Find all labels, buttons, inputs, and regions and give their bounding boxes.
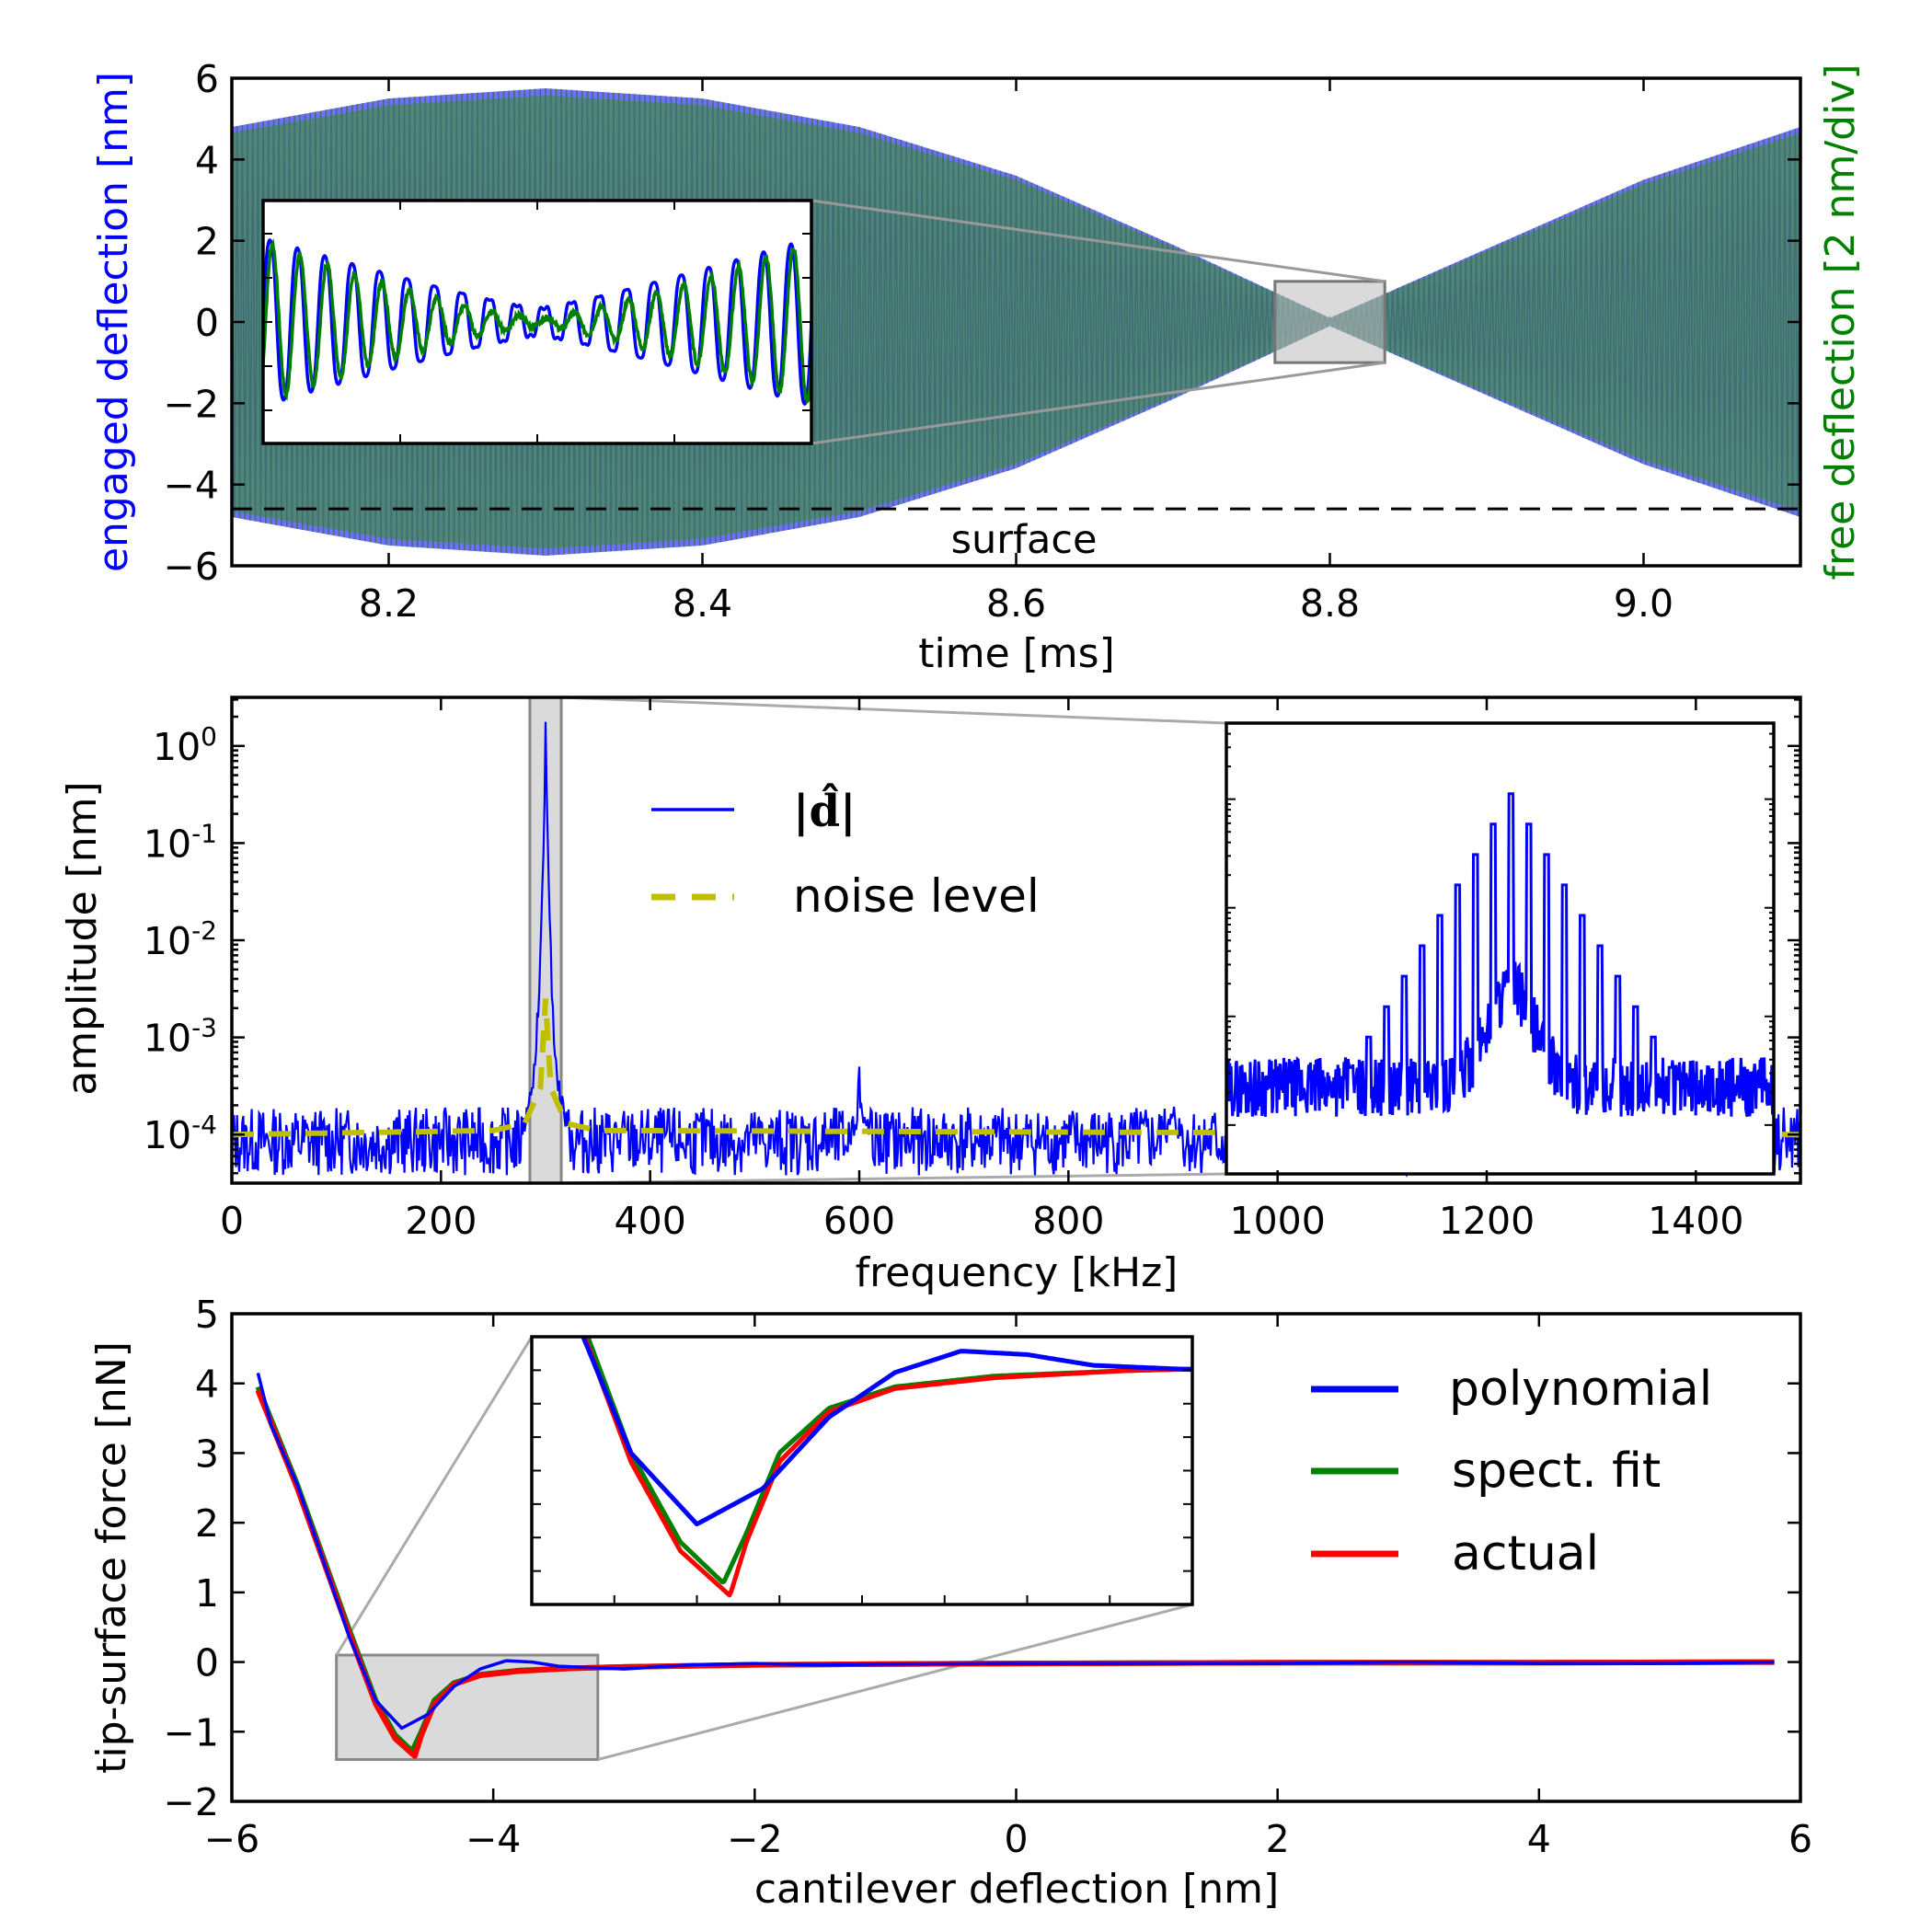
x-tick-label: 8.6 — [986, 581, 1046, 626]
inset-frame — [530, 1335, 1194, 1606]
legend-label-polynomial: polynomial — [1449, 1362, 1712, 1417]
inset-series-group — [581, 1337, 1192, 1598]
zoom-connector — [811, 361, 1386, 445]
x-tick-label: 200 — [405, 1199, 477, 1243]
zoom-connector — [560, 696, 1227, 725]
inset-spectrum-trace — [1226, 792, 1774, 1118]
axis-ticks — [230, 1312, 1802, 1803]
x-tick-label: 0 — [220, 1199, 244, 1243]
x-tick-label: 8.4 — [673, 581, 732, 626]
y-tick-labels: −6 −4 −2 0 2 4 6 — [164, 57, 219, 589]
y-tick-label: 100 — [153, 721, 217, 769]
y-tick-label: 5 — [195, 1293, 219, 1337]
y-tick-labels: 100 10-1 10-2 10-3 10-4 — [144, 721, 217, 1157]
y-tick-label: −2 — [164, 1780, 219, 1824]
inset-free-trace — [263, 237, 811, 405]
y-tick-label: 10-4 — [144, 1110, 217, 1157]
surface-label: surface — [951, 517, 1098, 563]
x-tick-label: 800 — [1032, 1199, 1104, 1243]
zoom-connector — [811, 199, 1386, 283]
y-tick-label: 10-2 — [144, 915, 217, 963]
x-axis-label: frequency [kHz] — [856, 1249, 1179, 1296]
x-tick-label: −4 — [466, 1817, 521, 1861]
series-polynomial-line — [256, 1372, 1775, 1731]
inset-frame — [1225, 721, 1776, 1176]
oscillation-lines — [232, 87, 1800, 556]
y-tick-label: 2 — [195, 1501, 219, 1546]
y-axis-label: tip-surface force [nN] — [88, 1341, 135, 1774]
zoom-connector — [597, 1603, 1193, 1762]
panel-time-trace: surface 8.2 8.4 8.6 8.8 9.0 −6 −4 −2 0 2 4 6 time … — [90, 57, 1864, 677]
inset-zoom-force — [530, 1335, 1194, 1606]
axis-ticks — [232, 76, 1800, 568]
y-tick-label: 10-3 — [144, 1013, 217, 1061]
y-axis-label-right: free deflection [2 nm/div] — [1817, 63, 1864, 580]
x-tick-label: 1200 — [1439, 1199, 1535, 1243]
y-tick-label: 3 — [195, 1432, 219, 1476]
x-axis-label: cantilever deflection [nm] — [754, 1866, 1279, 1913]
x-tick-labels: 8.2 8.4 8.6 8.8 9.0 — [359, 581, 1673, 626]
x-tick-label: −6 — [204, 1817, 259, 1861]
x-tick-label: 2 — [1266, 1817, 1290, 1861]
x-tick-label: −2 — [727, 1817, 782, 1861]
y-axis-label: amplitude [nm] — [59, 781, 106, 1095]
x-tick-label: 1400 — [1648, 1199, 1743, 1243]
panel-spectrum: |d̂| noise level 0 200 400 600 800 1000 1200 14… — [59, 696, 1802, 1296]
legend-label-actual: actual — [1452, 1526, 1599, 1581]
legend: polynomial spect. fit actual — [1311, 1362, 1712, 1581]
y-tick-label: 4 — [195, 1363, 219, 1407]
y-tick-label: −6 — [164, 545, 219, 589]
x-tick-label: 6 — [1788, 1817, 1812, 1861]
y-tick-label: −1 — [164, 1710, 219, 1754]
x-tick-label: 1000 — [1229, 1199, 1325, 1243]
inset-zoom-spectrum — [1225, 721, 1776, 1176]
y-tick-label: −4 — [164, 464, 219, 508]
y-tick-label: 10-1 — [144, 818, 217, 866]
axis-ticks — [230, 697, 1800, 1183]
legend-label-noise: noise level — [793, 869, 1040, 923]
x-tick-label: 0 — [1004, 1817, 1028, 1861]
x-tick-label: 9.0 — [1614, 581, 1673, 626]
x-tick-label: 600 — [823, 1199, 895, 1243]
y-tick-label: 0 — [195, 301, 219, 345]
x-tick-label: 8.8 — [1300, 581, 1360, 626]
zoom-connector — [335, 1336, 534, 1656]
y-tick-label: 6 — [195, 57, 219, 101]
legend-label-spectrum: |d̂| — [793, 782, 856, 837]
x-tick-label: 4 — [1527, 1817, 1551, 1861]
inset-series-polynomial-line — [581, 1337, 1192, 1526]
y-tick-label: 0 — [195, 1641, 219, 1685]
zoom-region-box — [1273, 280, 1386, 364]
legend-label-spect-fit: spect. fit — [1452, 1443, 1661, 1499]
x-tick-label: 400 — [615, 1199, 686, 1243]
x-tick-labels: 0 200 400 600 800 1000 1200 1400 — [220, 1199, 1744, 1243]
y-tick-label: 1 — [195, 1571, 219, 1616]
x-tick-labels: −6 −4 −2 0 2 4 6 — [204, 1817, 1812, 1861]
inset-frame — [261, 199, 813, 445]
legend: |d̂| noise level — [651, 782, 1040, 923]
inset-background — [532, 1337, 1192, 1604]
y-tick-label: 4 — [195, 138, 219, 182]
x-axis-label: time [ms] — [918, 630, 1115, 677]
inset-zoom-time — [261, 199, 813, 445]
y-tick-labels: −2 −1 0 1 2 3 4 5 — [164, 1293, 219, 1824]
y-tick-label: −2 — [164, 382, 219, 426]
y-axis-label-left: engaged deflection [nm] — [90, 72, 137, 572]
panel-force-curve: polynomial spect. fit actual −6 −4 −2 0 2 4 6 … — [88, 1293, 1812, 1913]
series-group — [255, 1372, 1775, 1759]
y-tick-label: 2 — [195, 220, 219, 264]
x-tick-label: 8.2 — [359, 581, 419, 626]
